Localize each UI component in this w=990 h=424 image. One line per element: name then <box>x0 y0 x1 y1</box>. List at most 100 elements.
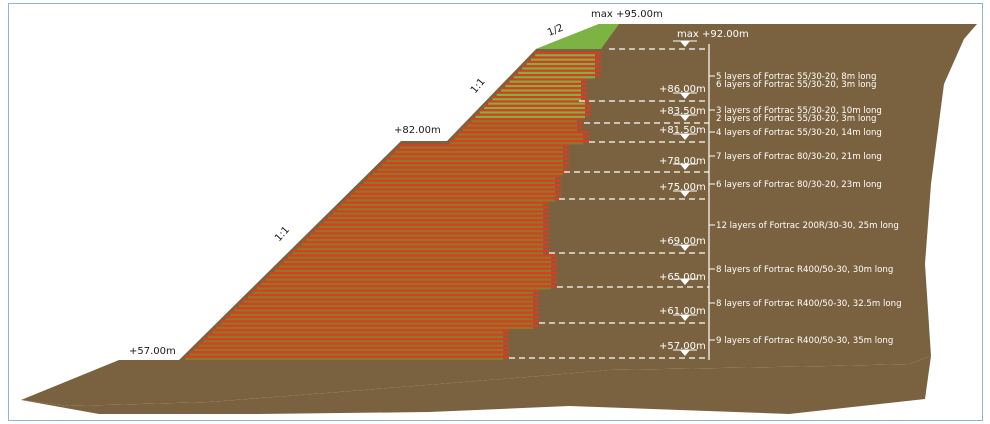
reinforcement-layer <box>270 272 557 275</box>
reinforcement-layer <box>212 329 509 332</box>
reinforcement-layer <box>399 144 569 147</box>
reinforcement-layer <box>479 109 591 112</box>
reinforcement-layer <box>471 118 583 121</box>
reinforcement-layer <box>319 223 549 226</box>
fill-layer <box>261 283 551 286</box>
fill-layer <box>288 256 551 259</box>
reinforcement-layer <box>230 311 539 314</box>
fill-layer <box>238 305 533 308</box>
fill-layer <box>462 129 577 132</box>
layer-descriptions: 5 layers of Fortrac 55/30-20, 8m long 6 … <box>709 72 902 346</box>
elevation-marker <box>680 164 690 170</box>
elevation-marker <box>680 191 690 197</box>
reinforcement-layer <box>216 324 539 327</box>
reinforcement-layer <box>221 320 540 323</box>
fill-layer <box>247 296 533 299</box>
fill-layer <box>386 159 563 162</box>
fill-layer <box>475 115 585 118</box>
fill-layer <box>234 309 533 312</box>
fill-layer <box>243 300 533 303</box>
fill-layer <box>310 234 543 237</box>
fill-layer <box>256 287 551 290</box>
layer-label-7: 6 layers of Fortrac 80/30-20, 23m long <box>716 180 882 190</box>
reinforcement-layer <box>496 91 587 94</box>
reinforcement-layer <box>526 60 601 63</box>
fill-layer <box>363 181 555 184</box>
fill-layer <box>518 71 595 74</box>
fill-layer <box>501 89 581 92</box>
elevation-label-86: +86.00m <box>659 84 706 95</box>
fill-layer <box>203 340 503 343</box>
reinforcement-layer <box>203 338 509 341</box>
elevation-label-57: +57.00m <box>659 341 706 352</box>
fill-layer <box>292 252 543 255</box>
fill-layer <box>230 313 533 316</box>
reinforcement-layer <box>492 96 587 99</box>
reinforcement-layer <box>346 197 561 200</box>
reinforcement-layer <box>225 316 540 319</box>
fill-layer <box>221 322 534 325</box>
fill-layer <box>471 120 577 123</box>
elevation-marker <box>680 279 690 285</box>
layer-label-5: 4 layers of Fortrac 55/30-20, 14m long <box>716 128 882 138</box>
fill-layer <box>212 331 503 334</box>
reinforcement-layer <box>194 346 509 349</box>
reinforcement-layer <box>372 170 569 173</box>
fill-layer <box>454 137 583 140</box>
reinforcement-layer <box>337 206 549 209</box>
reinforcement-layer <box>265 276 557 279</box>
reinforcement-layer <box>274 267 557 270</box>
reinforcement-layer <box>488 100 591 103</box>
reinforcement-layer <box>509 78 587 81</box>
reinforcement-layer <box>513 74 601 77</box>
reinforcement-layer <box>314 228 549 231</box>
reinforcement-layer <box>530 56 601 59</box>
fill-layer <box>526 63 595 66</box>
layer-label-9: 8 layers of Fortrac R400/50-30, 30m long <box>716 265 893 275</box>
reinforced-soil-layers <box>185 52 601 360</box>
fill-layer <box>332 212 543 215</box>
reinforcement-layer <box>247 294 539 297</box>
fill-layer <box>530 58 595 61</box>
fill-layer <box>341 203 543 206</box>
reinforcement-layer <box>454 135 589 138</box>
reinforcement-layer <box>518 69 601 72</box>
fill-layer <box>479 111 585 114</box>
reinforcement-layer <box>283 258 557 261</box>
fill-layer <box>522 67 595 70</box>
reinforcement-layer <box>390 153 569 156</box>
elevation-label-69: +69.00m <box>659 236 706 247</box>
layer-label-1: 5 layers of Fortrac 55/30-20, 8m long <box>716 72 876 82</box>
reinforcement-layer <box>198 342 509 345</box>
reinforcement-layer <box>386 157 569 160</box>
reinforcement-layer <box>328 214 549 217</box>
reinforcement-layer <box>189 351 510 354</box>
reinforcement-layer <box>185 355 510 358</box>
reinforcement-layer <box>252 289 539 292</box>
slope-cross-section: max +95.00m max +92.00m +86.00m +83.50m … <box>21 9 977 414</box>
layer-label-2: 6 layers of Fortrac 55/30-20, 3m long <box>716 80 876 90</box>
layer-label-4: 2 layers of Fortrac 55/30-20, 3m long <box>716 114 876 124</box>
fill-layer <box>185 357 504 360</box>
reinforcement-layer <box>305 236 549 239</box>
reinforcement-layer <box>261 280 557 283</box>
reinforcement-layer <box>288 254 557 257</box>
fill-layer <box>535 54 595 57</box>
layer-label-11: 9 layers of Fortrac R400/50-30, 35m long <box>716 336 893 346</box>
fill-layer <box>350 195 555 198</box>
reinforcement-layer <box>296 245 549 248</box>
elevation-markers <box>673 40 697 356</box>
fill-layer <box>323 221 543 224</box>
fill-layer <box>484 107 585 110</box>
elevation-marker <box>680 245 690 251</box>
reinforcement-layer <box>535 52 601 55</box>
fill-layer <box>252 291 533 294</box>
reinforcement-layer <box>207 333 509 336</box>
fill-layer <box>189 353 504 356</box>
elevation-label-78: +78.00m <box>659 156 706 167</box>
fill-layer <box>225 318 534 321</box>
elevation-marker <box>680 350 690 356</box>
reinforcement-layer <box>332 210 549 213</box>
reinforcement-layer <box>377 166 569 169</box>
reinforcement-layer <box>256 285 557 288</box>
